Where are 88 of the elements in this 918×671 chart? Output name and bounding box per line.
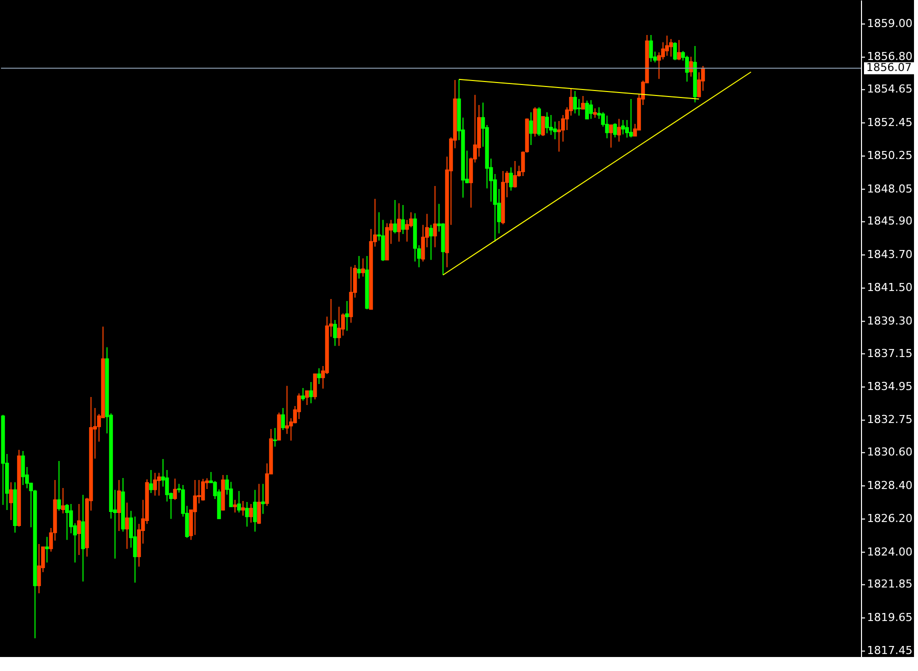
candlestick [257, 483, 261, 524]
y-tick-label: 1824.00 [867, 545, 912, 558]
candlestick [253, 489, 257, 532]
y-tick-label: 1859.00 [867, 17, 912, 30]
candlestick [337, 306, 341, 346]
candlestick [237, 490, 241, 514]
candlestick [261, 483, 265, 514]
candlestick [393, 199, 397, 234]
candlestick [549, 114, 553, 136]
candlestick [317, 368, 321, 384]
candlestick [433, 185, 437, 248]
candlestick [241, 500, 245, 516]
candlestick [57, 460, 61, 512]
candlestick [621, 119, 625, 135]
candlestick [617, 118, 621, 142]
y-tick-label: 1819.65 [867, 610, 912, 624]
candlestick [77, 503, 81, 556]
candlestick [581, 95, 585, 110]
candlestick [357, 255, 361, 280]
candlestick [573, 90, 577, 114]
candlestick [673, 42, 677, 61]
candlestick [593, 108, 597, 118]
candlestick [249, 503, 253, 524]
y-tick-label: 1830.60 [867, 446, 912, 459]
candlestick [21, 450, 25, 486]
y-tick-label: 1856.80 [867, 50, 912, 64]
candlestick [153, 472, 157, 496]
y-tick-label: 1841.50 [867, 281, 912, 294]
candlestick [397, 202, 401, 242]
candlestick [273, 428, 277, 448]
y-tick-label: 1852.45 [867, 116, 912, 129]
y-tick-label: 1848.05 [867, 182, 912, 196]
candlestick [629, 98, 633, 138]
y-tick-label: 1845.90 [867, 214, 912, 228]
y-tick-label: 1843.70 [867, 248, 912, 261]
candlestick [609, 124, 613, 148]
candlestick [585, 100, 589, 120]
y-tick-label: 1839.30 [867, 314, 912, 328]
candlestick [401, 204, 405, 234]
y-tick-label: 1826.20 [867, 512, 912, 526]
candlestick [45, 536, 49, 564]
candlestick [233, 499, 237, 514]
candlestick [281, 407, 285, 430]
y-tick-label: 1854.65 [867, 82, 912, 96]
candlestick [677, 39, 681, 61]
candlestick [649, 34, 653, 62]
candlestick [309, 382, 313, 404]
y-tick-label: 1834.95 [867, 380, 912, 393]
candlestick [685, 55, 689, 82]
ref-line-label: 1856.07 [866, 61, 912, 74]
candlestick [513, 160, 517, 188]
candlestick [313, 374, 317, 400]
candlestick [345, 300, 349, 332]
candlestick [689, 56, 693, 78]
candlestick [545, 112, 549, 134]
candlestick [605, 115, 609, 139]
candlestick [669, 38, 673, 58]
candlestick [333, 319, 337, 346]
candlestick [9, 482, 13, 520]
candlestick [193, 479, 197, 536]
y-tick-label: 1821.85 [867, 578, 912, 591]
y-tick-label: 1832.75 [867, 413, 912, 426]
candlestick [541, 116, 545, 136]
candlestick [305, 390, 309, 406]
y-tick-label: 1828.40 [867, 478, 912, 492]
candlestick [173, 478, 177, 500]
candlestick [613, 122, 617, 138]
candlestick [301, 388, 305, 402]
y-tick-label: 1837.15 [867, 346, 912, 360]
candlestick [65, 503, 69, 540]
candlestick [665, 35, 669, 56]
candlestick [245, 501, 249, 528]
candlestick [361, 258, 365, 278]
candlestick [509, 166, 513, 192]
candlestick [589, 100, 593, 120]
candlestick [429, 224, 433, 260]
candlestick [297, 392, 301, 420]
y-tick-label: 1850.25 [867, 149, 912, 162]
candlestick [37, 543, 41, 594]
candlestick [61, 487, 65, 514]
candlestick [529, 112, 533, 146]
candlestick [125, 502, 129, 550]
candlestick [117, 479, 121, 532]
candlestick [149, 469, 153, 494]
y-tick-label: 1817.45 [867, 644, 912, 658]
candlestick [201, 478, 205, 502]
candlestick [157, 472, 161, 496]
candlestick [577, 98, 581, 116]
